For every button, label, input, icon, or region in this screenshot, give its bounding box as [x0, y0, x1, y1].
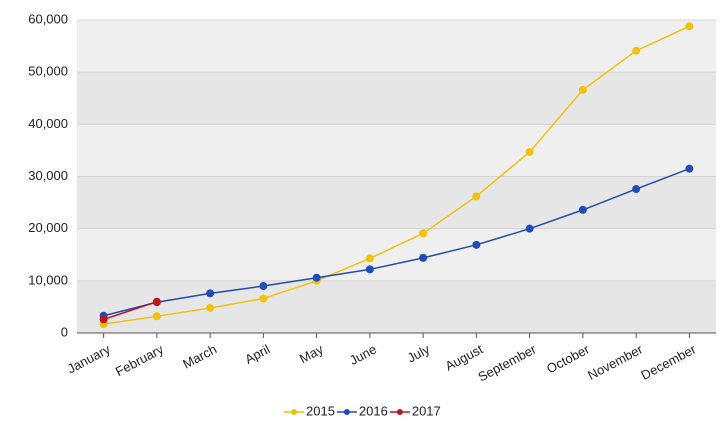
plot-band — [77, 20, 716, 73]
y-tick-label: 20,000 — [28, 220, 68, 235]
plot-band — [77, 72, 716, 125]
x-tick-label: March — [180, 341, 219, 371]
point — [472, 240, 481, 249]
legend-marker — [396, 409, 403, 415]
legend-marker — [291, 409, 297, 415]
x-tick-label: May — [297, 341, 326, 366]
plot-band — [77, 124, 716, 177]
y-tick-label: 60,000 — [28, 11, 68, 26]
point — [472, 192, 481, 201]
point — [578, 205, 587, 214]
point — [152, 297, 161, 306]
legend-label: 2015 — [306, 403, 335, 418]
x-tick-label: July — [405, 341, 433, 365]
point — [152, 312, 161, 321]
point — [206, 303, 215, 312]
plot-band — [77, 228, 716, 281]
point — [525, 224, 534, 233]
point — [99, 315, 108, 324]
point — [685, 22, 694, 31]
series-line — [103, 25, 690, 325]
point — [419, 229, 428, 238]
x-tick-label: June — [347, 341, 379, 367]
point — [259, 294, 268, 303]
series-line — [103, 300, 158, 321]
y-tick-label: 0 — [61, 324, 68, 339]
plot-band — [77, 280, 716, 333]
point — [632, 46, 641, 55]
x-tick-label: February — [113, 341, 166, 379]
point — [578, 85, 587, 94]
point — [632, 185, 641, 194]
x-tick-label: January — [65, 341, 113, 376]
legend-marker — [343, 409, 350, 415]
y-tick-label: 50,000 — [28, 64, 68, 79]
x-tick-label: April — [242, 341, 272, 367]
x-tick-label: December — [638, 341, 699, 383]
legend-label: 2016 — [359, 403, 388, 418]
plot-band — [77, 176, 716, 229]
y-tick-label: 30,000 — [28, 168, 68, 183]
point — [685, 164, 694, 173]
y-tick-label: 40,000 — [28, 116, 68, 131]
point — [206, 289, 215, 298]
point — [259, 282, 268, 291]
point — [312, 273, 321, 282]
point — [365, 265, 374, 274]
point — [365, 254, 374, 263]
legend-label: 2017 — [412, 403, 441, 418]
series-line — [103, 167, 690, 317]
x-tick-label: November — [585, 341, 646, 383]
x-tick-label: September — [475, 341, 539, 384]
point — [419, 253, 428, 262]
point — [525, 147, 534, 156]
y-tick-label: 10,000 — [28, 272, 68, 287]
